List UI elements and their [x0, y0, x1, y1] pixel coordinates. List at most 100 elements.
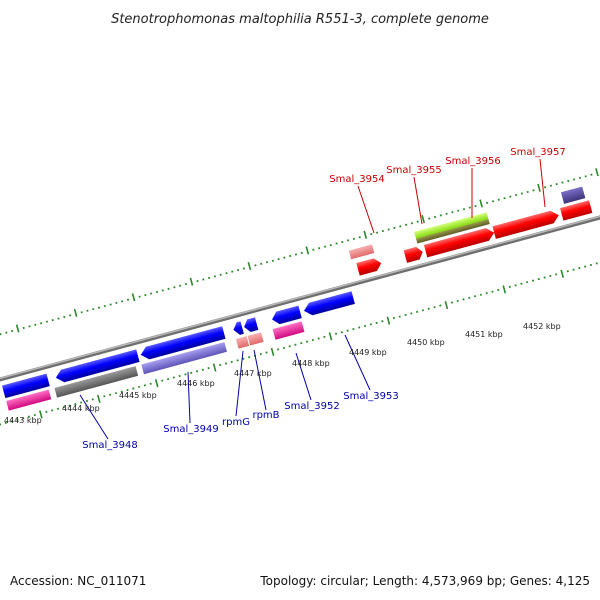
tick-inner-minor: [300, 342, 303, 345]
tick-outer-minor: [329, 243, 332, 247]
leader-line: [295, 352, 312, 401]
tick-outer-minor: [202, 278, 205, 281]
gene-reverse: [272, 321, 305, 340]
tick-inner-minor: [398, 315, 401, 318]
gene-reverse: [235, 336, 250, 349]
tick-outer-minor: [51, 319, 54, 322]
leader-line: [187, 371, 191, 424]
tick-inner-minor: [166, 378, 170, 381]
tick-inner-minor: [584, 265, 587, 268]
tick-inner-minor: [27, 415, 31, 418]
tick-outer-minor: [387, 228, 390, 231]
tick-outer-minor: [416, 220, 419, 223]
tick-inner-minor: [62, 406, 65, 409]
gene-reverse: [303, 291, 355, 316]
tick-inner-minor: [282, 346, 286, 349]
tick-outer-minor: [80, 311, 83, 314]
gene-reverse: [141, 342, 227, 375]
tick-outer-minor: [300, 251, 303, 255]
tick-outer-minor: [92, 308, 95, 311]
tick-outer-minor: [294, 253, 298, 256]
map-title: Stenotrophomonas maltophilia R551-3, com…: [111, 12, 489, 27]
tick-inner-minor: [120, 390, 123, 393]
genome-summary-text: Topology: circular; Length: 4,573,969 bp…: [259, 574, 590, 588]
tick-inner-minor: [184, 373, 187, 376]
gene-forward: [560, 200, 593, 221]
tick-inner-minor: [56, 407, 60, 410]
tick-inner-major: [96, 394, 101, 403]
gene-label-reverse: Smal_3949: [163, 424, 218, 435]
tick-inner-major: [212, 363, 217, 372]
tick-outer-minor: [40, 322, 43, 325]
tick-label: 4446 kbp: [177, 379, 215, 388]
tick-outer-minor: [590, 173, 593, 176]
tick-inner-minor: [392, 317, 396, 320]
gene-reverse: [140, 326, 226, 360]
outer-tick-dots: [0, 168, 599, 336]
tick-outer-minor: [572, 178, 576, 181]
tick-outer-minor: [138, 295, 141, 298]
tick-outer-minor: [462, 208, 466, 211]
tick-inner-minor: [421, 309, 425, 312]
tick-outer-minor: [567, 179, 570, 183]
tick-inner-minor: [80, 401, 83, 404]
tick-outer-minor: [231, 270, 234, 273]
tick-inner-minor: [468, 296, 471, 299]
forward-gene-labels: Smal_3954 Smal_3955 Smal_3956 Smal_3957: [329, 147, 565, 185]
tick-outer-minor: [150, 292, 153, 295]
tick-inner-minor: [369, 323, 372, 326]
tick-outer-minor: [445, 212, 448, 215]
tick-inner-minor: [323, 335, 326, 339]
tick-outer-minor: [277, 258, 280, 261]
tick-outer-minor: [428, 217, 431, 220]
tick-outer-minor: [503, 197, 506, 200]
tick-outer-minor: [457, 209, 460, 212]
tick-outer-minor: [335, 242, 338, 245]
gene-label-forward: Smal_3957: [510, 147, 565, 158]
gene-label-reverse: Smal_3953: [343, 391, 398, 402]
tick-inner-minor: [410, 312, 413, 315]
tick-outer-minor: [57, 317, 60, 320]
tick-label: 4447 kbp: [234, 369, 272, 378]
tick-inner-minor: [109, 393, 112, 396]
leader-line: [253, 349, 267, 411]
gene-reverse: [272, 305, 302, 325]
tick-outer-minor: [109, 303, 112, 306]
tick-outer-minor: [68, 314, 72, 317]
tick-outer-minor: [103, 304, 106, 308]
genome-strip: [0, 168, 600, 426]
tick-inner-minor: [543, 276, 546, 279]
tick-inner-minor: [33, 413, 36, 417]
tick-outer-minor: [318, 247, 321, 250]
tick-outer-major: [479, 199, 483, 208]
tick-inner-minor: [479, 293, 482, 296]
leader-line: [79, 394, 109, 440]
tick-inner-minor: [491, 290, 494, 293]
tick-inner-minor: [375, 321, 378, 324]
tick-outer-minor: [97, 306, 101, 309]
tick-inner-minor: [172, 376, 175, 379]
tick-outer-minor: [520, 192, 524, 195]
tick-inner-minor: [143, 384, 146, 387]
tick-inner-minor: [566, 270, 569, 273]
gene-label-forward: Smal_3956: [445, 156, 500, 167]
tick-outer-major: [73, 308, 78, 317]
gene-forward: [348, 244, 375, 260]
tick-inner-minor: [277, 348, 280, 351]
tick-inner-major: [502, 285, 507, 294]
tick-inner-minor: [589, 263, 593, 267]
tick-inner-minor: [137, 385, 141, 389]
tick-outer-minor: [213, 275, 217, 278]
tick-inner-major: [154, 379, 159, 388]
gene-forward: [416, 219, 490, 244]
tick-inner-minor: [114, 392, 118, 395]
gene-forward: [414, 212, 489, 240]
accession-text: Accession: NC_011071: [10, 574, 146, 588]
tick-inner-minor: [578, 267, 581, 270]
tick-outer-minor: [410, 222, 413, 225]
tick-outer-minor: [433, 215, 437, 219]
tick-label: 4449 kbp: [349, 348, 387, 357]
tick-inner-minor: [555, 273, 558, 276]
tick-outer-minor: [236, 268, 240, 272]
gene-reverse: [6, 389, 52, 411]
